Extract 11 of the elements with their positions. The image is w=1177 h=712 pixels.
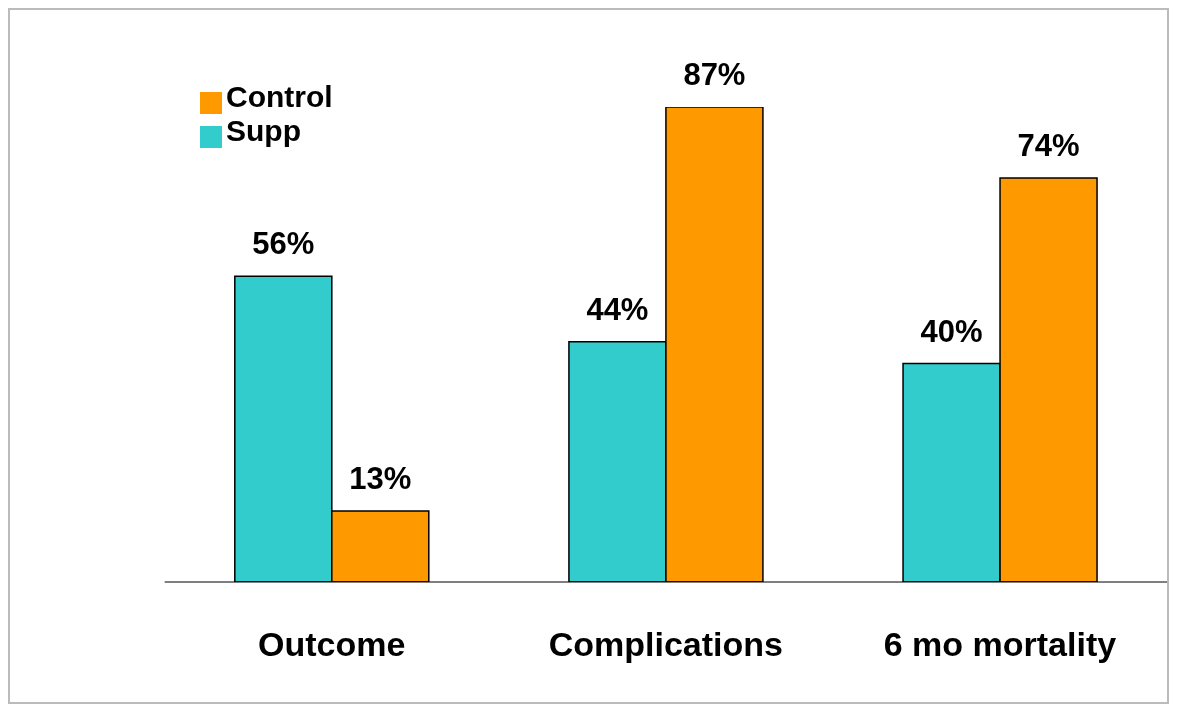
- data-label: 87%: [683, 57, 746, 92]
- data-label: 40%: [920, 313, 983, 349]
- x-tick-label: Complications: [548, 625, 783, 664]
- data-label: 56%: [252, 226, 315, 262]
- data-label: 13%: [349, 461, 412, 497]
- data-label: 44%: [586, 291, 649, 327]
- x-tick-label: 6 mo mortality: [883, 625, 1117, 664]
- x-tick-label: Outcome: [258, 625, 406, 664]
- legend-label: Control: [226, 80, 333, 113]
- legend-label: Supp: [226, 114, 301, 147]
- data-label: 74%: [1017, 127, 1080, 163]
